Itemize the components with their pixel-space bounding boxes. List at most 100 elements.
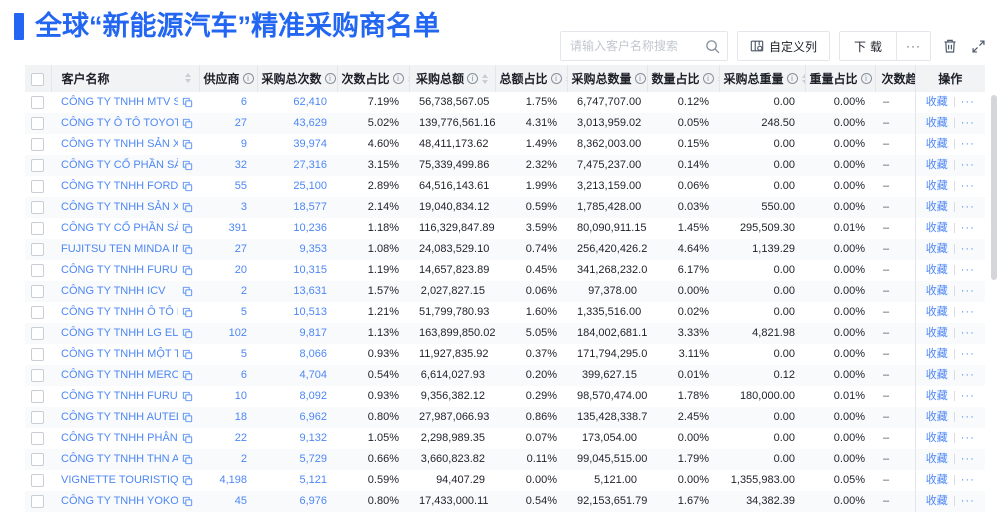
favorite-button[interactable]: 收藏 xyxy=(925,159,948,171)
favorite-button[interactable]: 收藏 xyxy=(925,369,948,381)
purchase-count-link[interactable]: 43,629 xyxy=(293,117,327,129)
select-all-checkbox[interactable] xyxy=(31,72,45,86)
download-more-button[interactable]: ··· xyxy=(896,32,930,60)
copy-icon[interactable] xyxy=(182,286,193,297)
customer-name-link[interactable]: FUJITSU TEN MINDA INDIA PVT... xyxy=(61,243,178,255)
copy-icon[interactable] xyxy=(182,496,193,507)
favorite-button[interactable]: 收藏 xyxy=(925,243,948,255)
row-more-button[interactable]: ··· xyxy=(960,222,975,234)
row-checkbox[interactable] xyxy=(31,473,44,487)
purchase-count-link[interactable]: 27,316 xyxy=(293,159,327,171)
copy-icon[interactable] xyxy=(182,223,193,234)
purchase-count-link[interactable]: 9,817 xyxy=(299,327,327,339)
suppliers-count-link[interactable]: 2 xyxy=(240,285,247,297)
suppliers-count-link[interactable]: 6 xyxy=(240,369,247,381)
row-checkbox[interactable] xyxy=(31,95,44,109)
purchase-count-link[interactable]: 6,976 xyxy=(299,495,327,507)
favorite-button[interactable]: 收藏 xyxy=(925,264,948,276)
suppliers-count-link[interactable]: 9 xyxy=(240,138,247,150)
suppliers-count-link[interactable]: 45 xyxy=(234,495,247,507)
column-header-amount_pct[interactable]: 总额占比 i xyxy=(495,65,568,92)
row-more-button[interactable]: ··· xyxy=(960,432,975,444)
column-header-amount[interactable]: 采购总额 i xyxy=(409,65,496,92)
purchase-count-link[interactable]: 9,132 xyxy=(299,432,327,444)
sort-icon[interactable] xyxy=(407,73,408,84)
row-more-button[interactable]: ··· xyxy=(960,474,975,486)
column-header-weight[interactable]: 采购总重量 i xyxy=(719,65,806,92)
row-more-button[interactable]: ··· xyxy=(960,117,975,129)
row-checkbox[interactable] xyxy=(31,452,44,466)
purchase-count-link[interactable]: 10,513 xyxy=(293,306,327,318)
suppliers-count-link[interactable]: 10 xyxy=(234,390,247,402)
row-more-button[interactable]: ··· xyxy=(960,369,975,381)
favorite-button[interactable]: 收藏 xyxy=(925,390,948,402)
row-checkbox[interactable] xyxy=(31,494,44,508)
customer-name-link[interactable]: CÔNG TY TNHH FORD VIỆT NAM xyxy=(61,180,178,192)
column-header-suppliers[interactable]: 供应商 i xyxy=(199,65,258,92)
info-icon[interactable]: i xyxy=(324,73,336,84)
sort-icon[interactable] xyxy=(717,73,718,84)
column-header-quantity[interactable]: 采购总数量 i xyxy=(567,65,648,92)
row-checkbox[interactable] xyxy=(31,368,44,382)
suppliers-count-link[interactable]: 55 xyxy=(234,180,247,192)
favorite-button[interactable]: 收藏 xyxy=(925,327,948,339)
suppliers-count-link[interactable]: 22 xyxy=(234,432,247,444)
purchase-count-link[interactable]: 9,353 xyxy=(299,243,327,255)
delete-button[interactable] xyxy=(940,36,960,56)
customer-name-link[interactable]: CÔNG TY CỔ PHẦN SẢN XUẤT... xyxy=(61,159,178,171)
info-icon[interactable]: i xyxy=(392,73,404,84)
info-icon[interactable]: i xyxy=(702,73,714,84)
copy-icon[interactable] xyxy=(182,370,193,381)
customer-name-link[interactable]: CÔNG TY TNHH THN AUTOPAR... xyxy=(61,453,178,465)
favorite-button[interactable]: 收藏 xyxy=(925,474,948,486)
column-header-quantity_pct[interactable]: 数量占比 i xyxy=(647,65,720,92)
favorite-button[interactable]: 收藏 xyxy=(925,285,948,297)
info-icon[interactable]: i xyxy=(634,73,646,84)
favorite-button[interactable]: 收藏 xyxy=(925,432,948,444)
customer-name-link[interactable]: CÔNG TY TNHH AUTEL VIỆT N... xyxy=(61,411,178,423)
custom-columns-button[interactable]: 自定义列 xyxy=(736,31,830,61)
favorite-button[interactable]: 收藏 xyxy=(925,222,948,234)
favorite-button[interactable]: 收藏 xyxy=(925,138,948,150)
row-checkbox[interactable] xyxy=(31,326,44,340)
row-checkbox[interactable] xyxy=(31,221,44,235)
row-more-button[interactable]: ··· xyxy=(960,159,975,171)
customer-name-link[interactable]: CÔNG TY TNHH MTV SẢN XUẤ... xyxy=(61,96,178,108)
row-checkbox[interactable] xyxy=(31,158,44,172)
customer-name-link[interactable]: CÔNG TY TNHH SẢN XUẤT VÀ ... xyxy=(61,201,178,213)
suppliers-count-link[interactable]: 4,198 xyxy=(219,474,247,486)
purchase-count-link[interactable]: 6,962 xyxy=(299,411,327,423)
row-more-button[interactable]: ··· xyxy=(960,264,975,276)
row-more-button[interactable]: ··· xyxy=(960,180,975,192)
info-icon[interactable]: i xyxy=(242,73,254,84)
copy-icon[interactable] xyxy=(182,244,193,255)
suppliers-count-link[interactable]: 5 xyxy=(240,306,247,318)
row-checkbox[interactable] xyxy=(31,305,44,319)
row-checkbox[interactable] xyxy=(31,347,44,361)
copy-icon[interactable] xyxy=(182,118,193,129)
purchase-count-link[interactable]: 5,729 xyxy=(299,453,327,465)
customer-name-link[interactable]: CÔNG TY TNHH ICV xyxy=(61,285,166,297)
search-input[interactable] xyxy=(560,32,727,60)
purchase-count-link[interactable]: 5,121 xyxy=(299,474,327,486)
row-checkbox[interactable] xyxy=(31,389,44,403)
customer-name-link[interactable]: CÔNG TY TNHH SẢN XUẤT VÀ ... xyxy=(61,138,178,150)
vertical-scrollbar[interactable] xyxy=(991,95,997,280)
suppliers-count-link[interactable]: 20 xyxy=(234,264,247,276)
suppliers-count-link[interactable]: 102 xyxy=(228,327,247,339)
fullscreen-button[interactable] xyxy=(969,37,988,56)
row-more-button[interactable]: ··· xyxy=(960,411,975,423)
sort-icon[interactable] xyxy=(565,73,566,84)
sort-icon[interactable] xyxy=(801,73,804,84)
info-icon[interactable]: i xyxy=(550,73,562,84)
customer-name-link[interactable]: CÔNG TY TNHH PHÂN PHỐI T... xyxy=(61,432,178,444)
customer-name-link[interactable]: CÔNG TY TNHH FURUKAWA A... xyxy=(61,390,178,402)
row-more-button[interactable]: ··· xyxy=(960,138,975,150)
column-header-weight_pct[interactable]: 重量占比 i xyxy=(805,65,876,92)
copy-icon[interactable] xyxy=(182,307,193,318)
copy-icon[interactable] xyxy=(182,391,193,402)
row-more-button[interactable]: ··· xyxy=(960,390,975,402)
purchase-count-link[interactable]: 62,410 xyxy=(293,96,327,108)
suppliers-count-link[interactable]: 5 xyxy=(240,348,247,360)
row-checkbox[interactable] xyxy=(31,179,44,193)
